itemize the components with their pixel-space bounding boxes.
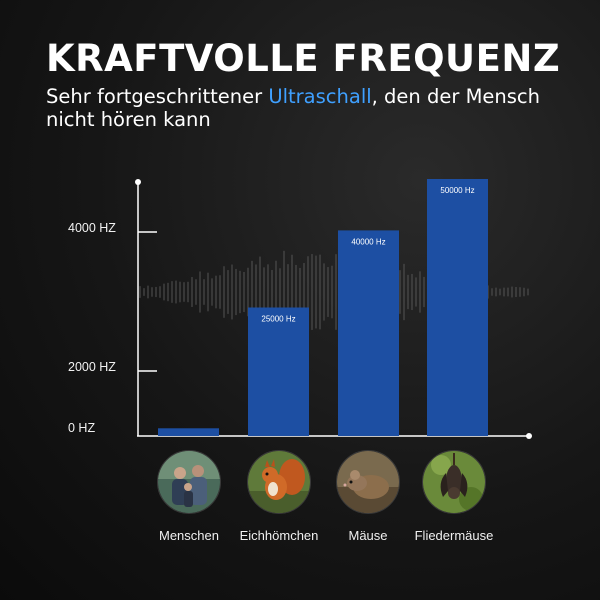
bat-photo-icon <box>422 450 486 514</box>
bar-value-label: 50000 Hz <box>440 186 474 195</box>
bar-value-label: 40000 Hz <box>351 237 385 246</box>
page-title: KRAFTVOLLE FREQUENZ <box>46 37 561 80</box>
squirrel-photo-icon <box>247 450 311 514</box>
category-eichhoernchen: Eichhömchen <box>229 450 329 543</box>
bar-menschen <box>158 428 219 436</box>
y-axis-end-dot <box>135 179 141 185</box>
category-label: Fliedermäuse <box>414 528 494 543</box>
bar-mäuse <box>338 230 399 436</box>
category-menschen: Menschen <box>139 450 239 543</box>
y-tick-label: 2000 HZ <box>68 360 116 374</box>
category-label: Eichhömchen <box>239 528 319 543</box>
subtitle-text-end: , den der Mensch nicht hören kann <box>46 85 540 131</box>
y-tick-label: 0 HZ <box>68 421 95 435</box>
subtitle-accent-word: Ultraschall <box>268 85 372 108</box>
x-axis-end-dot <box>526 433 532 439</box>
y-tick-label: 4000 HZ <box>68 221 116 235</box>
subtitle-text-start: Sehr fortgeschrittener <box>46 85 269 108</box>
category-maeuse: Mäuse <box>318 450 418 543</box>
people-photo-icon <box>157 450 221 514</box>
bar-eichhömchen <box>248 307 309 436</box>
category-fliedermaeuse: Fliedermäuse <box>404 450 504 543</box>
category-label: Menschen <box>159 528 219 543</box>
bar-value-label: 25000 Hz <box>261 315 295 324</box>
page-subtitle: Sehr fortgeschrittener Ultraschall, den … <box>46 85 566 131</box>
bars-group: 25000 Hz 40000 Hz 50000 Hz <box>158 179 488 436</box>
mouse-photo-icon <box>336 450 400 514</box>
bar-fliedermäuse <box>427 179 488 436</box>
category-label: Mäuse <box>348 528 388 543</box>
